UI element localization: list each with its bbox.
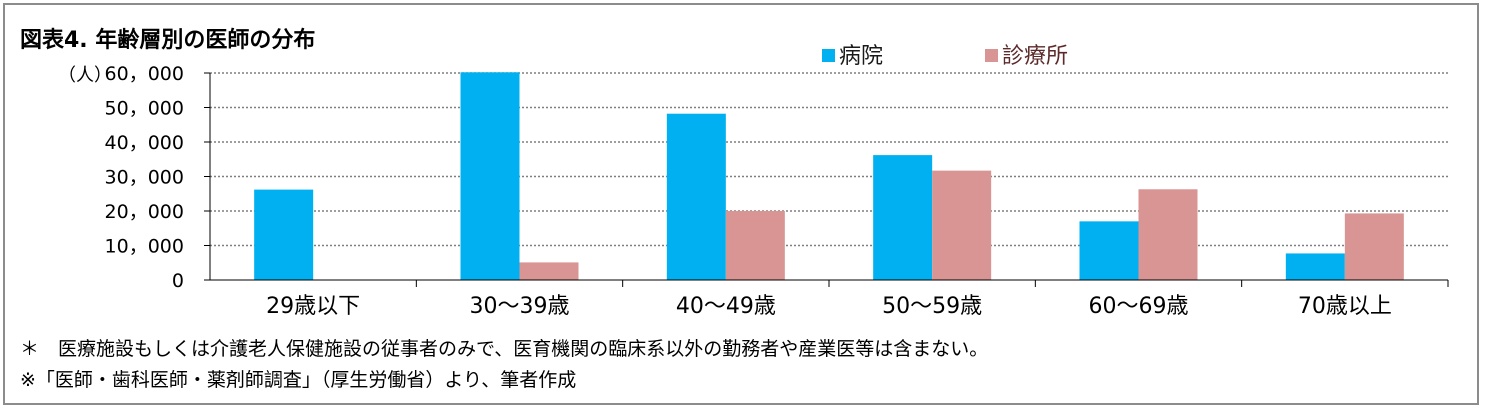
bar-hospital: [1285, 253, 1345, 280]
bar-hospital: [460, 72, 520, 280]
chart-title: 図表4. 年齢層別の医師の分布: [20, 28, 316, 53]
x-tick-label: 30～39歳: [470, 294, 570, 319]
legend-swatch-hospital: [822, 48, 835, 62]
x-tick-label: 40～49歳: [676, 294, 776, 319]
gridlines: [210, 72, 1448, 247]
legend-item-hospital: 病院: [822, 38, 883, 70]
bar-clinic: [725, 211, 785, 280]
footnote-scope: ＊ 医療施設もしくは介護老人保健施設の従事者のみで、医育機関の臨床系以外の勤務者…: [20, 338, 989, 360]
chart-frame: [3, 3, 1479, 405]
y-axis-unit: （人）: [58, 65, 112, 86]
bars: [254, 72, 1404, 281]
x-tick-label: 29歳以下: [266, 294, 360, 319]
bar-hospital: [254, 189, 314, 280]
legend-item-clinic: 診療所: [985, 38, 1068, 70]
legend-label-hospital: 病院: [839, 44, 884, 69]
axes: 0 10，000 20，000 30，000 40，000 50，000 60，000 29歳…: [105, 63, 1449, 319]
bar-hospital: [666, 113, 726, 281]
x-tick-label: 60～69歳: [1089, 294, 1189, 319]
bar-clinic: [932, 170, 992, 280]
y-tick-label: 0: [172, 270, 184, 292]
x-tick-label: 70歳以上: [1298, 294, 1392, 319]
y-tick-label: 60，000: [105, 63, 184, 85]
footnote-source: ※「医師・歯科医師・薬剤師調査」（厚生労働省）より、筆者作成: [20, 369, 577, 391]
bar-hospital: [1079, 221, 1139, 280]
y-tick-label: 30，000: [105, 167, 184, 189]
y-tick-label: 10，000: [105, 236, 184, 258]
y-tick-label: 40，000: [105, 132, 184, 154]
y-tick-label: 50，000: [105, 98, 184, 120]
bar-clinic: [1344, 213, 1404, 280]
legend-label-clinic: 診療所: [1002, 44, 1069, 69]
legend-swatch-clinic: [985, 48, 998, 62]
y-tick-label: 20，000: [105, 201, 184, 223]
bar-clinic: [1138, 189, 1198, 280]
x-tick-label: 50～59歳: [882, 294, 982, 319]
bar-hospital: [873, 155, 933, 280]
bar-clinic: [519, 262, 579, 280]
